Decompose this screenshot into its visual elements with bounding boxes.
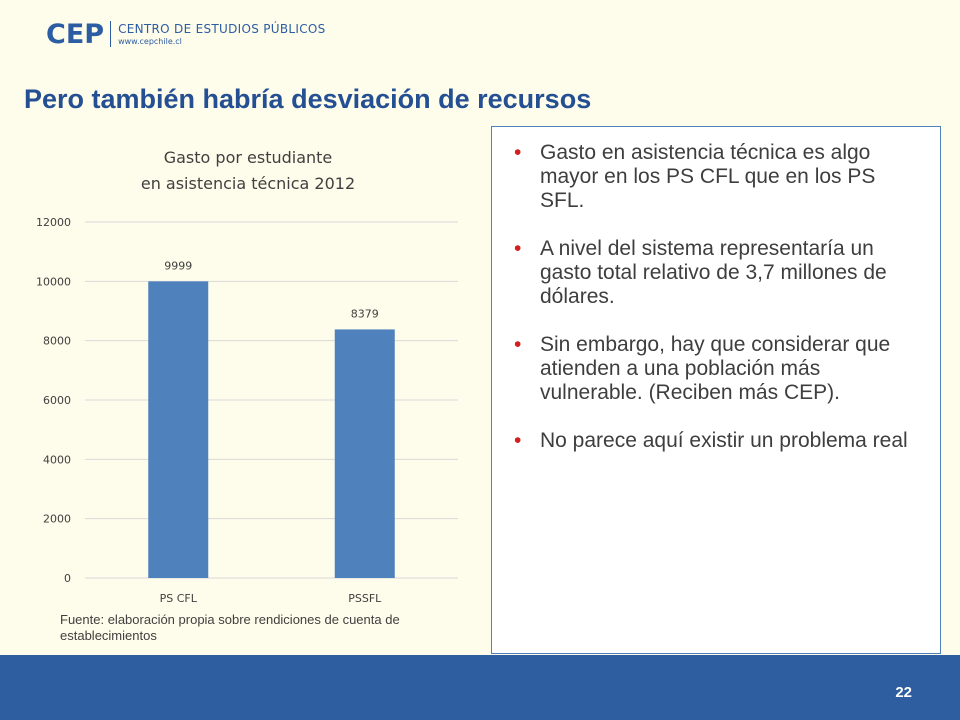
bar — [148, 281, 209, 578]
y-tick-label: 10000 — [36, 275, 71, 288]
logo-divider — [110, 21, 112, 47]
footer-bar: 22 — [0, 655, 960, 720]
x-tick-label: PSSFL — [348, 592, 382, 605]
chart-title-line-1: Gasto por estudiante — [163, 148, 333, 167]
logo-mark: CEP — [46, 18, 105, 50]
logo-text: CENTRO DE ESTUDIOS PÚBLICOS www.cepchile… — [118, 22, 326, 47]
data-label: 9999 — [164, 259, 192, 272]
y-tick-label: 12000 — [36, 216, 71, 229]
bullet-item: • No parece aquí existir un problema real — [508, 429, 924, 453]
y-tick-label: 0 — [64, 572, 71, 585]
bullet-dot-icon: • — [514, 237, 522, 260]
y-tick-label: 2000 — [43, 513, 71, 526]
x-tick-label: PS CFL — [160, 592, 198, 605]
bar — [334, 329, 395, 578]
bullet-item: • Gasto en asistencia técnica es algo may… — [508, 141, 924, 213]
bullet-dot-icon: • — [514, 429, 522, 452]
bullet-text: Sin embargo, hay que considerar que atie… — [540, 333, 891, 404]
chart-plot: 0 2000 4000 6000 8000 10000 12000 9999 PS CFL 837… — [36, 216, 458, 605]
logo-url: www.cepchile.cl — [118, 36, 182, 46]
bullet-text: Gasto en asistencia técnica es algo mayo… — [540, 141, 876, 212]
bullet-list: • Gasto en asistencia técnica es algo may… — [492, 127, 940, 453]
bullet-dot-icon: • — [514, 333, 522, 356]
y-tick-label: 6000 — [43, 394, 71, 407]
bullet-text: No parece aquí existir un problema real — [540, 429, 908, 452]
source-note: Fuente: elaboración propia sobre rendici… — [60, 612, 400, 643]
bar-chart: Gasto por estudiante en asistencia técni… — [18, 140, 488, 620]
bullet-text-box: • Gasto en asistencia técnica es algo may… — [491, 126, 941, 654]
y-tick-label: 8000 — [43, 335, 71, 348]
chart-title-line-2: en asistencia técnica 2012 — [140, 174, 356, 193]
logo-org-name: CENTRO DE ESTUDIOS PÚBLICOS — [118, 21, 326, 36]
bullet-item: • Sin embargo, hay que considerar que ati… — [508, 333, 924, 405]
cep-logo: CEP CENTRO DE ESTUDIOS PÚBLICOS www.cepc… — [46, 18, 326, 50]
page-number: 22 — [895, 684, 912, 701]
data-label: 8379 — [351, 307, 379, 320]
y-tick-label: 4000 — [43, 453, 71, 466]
bullet-item: • A nivel del sistema representaría un ga… — [508, 237, 924, 309]
bullet-dot-icon: • — [514, 141, 522, 164]
slide-title: Pero también habría desviación de recurs… — [24, 84, 592, 114]
bullet-text: A nivel del sistema representaría un gas… — [540, 237, 887, 308]
